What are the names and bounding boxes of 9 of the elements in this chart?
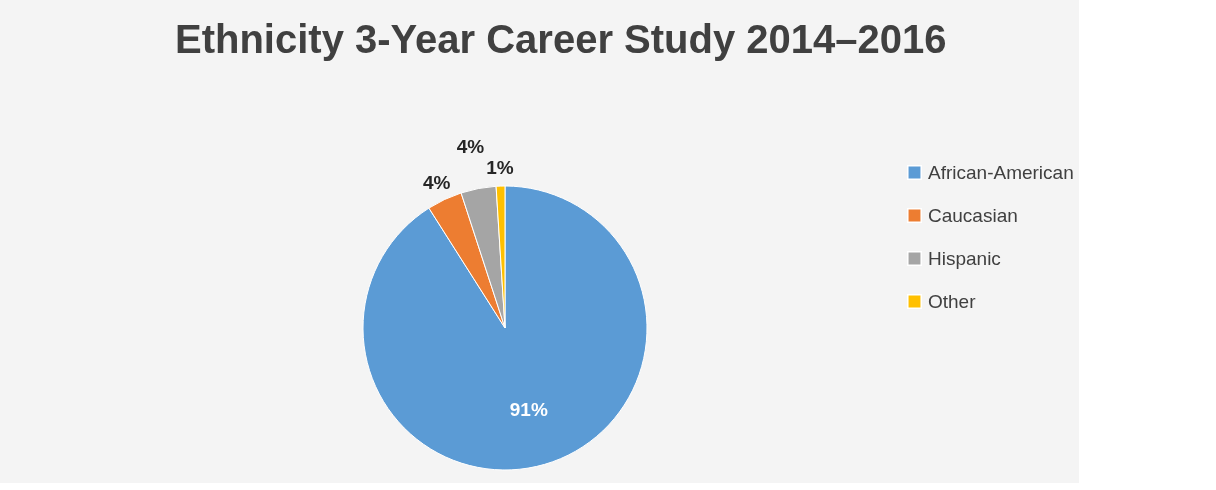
data-label: 4% [456,135,485,157]
legend-label: Other [928,290,977,312]
legend-label: Caucasian [928,204,1018,226]
chart-title: Ethnicity 3-Year Career Study 2014–2016 [175,16,947,61]
legend-label: Hispanic [928,247,1001,269]
legend-label: African-American [928,161,1074,183]
data-label: 1% [486,156,514,178]
data-label: 91% [509,398,548,420]
data-label: 4% [422,171,451,193]
